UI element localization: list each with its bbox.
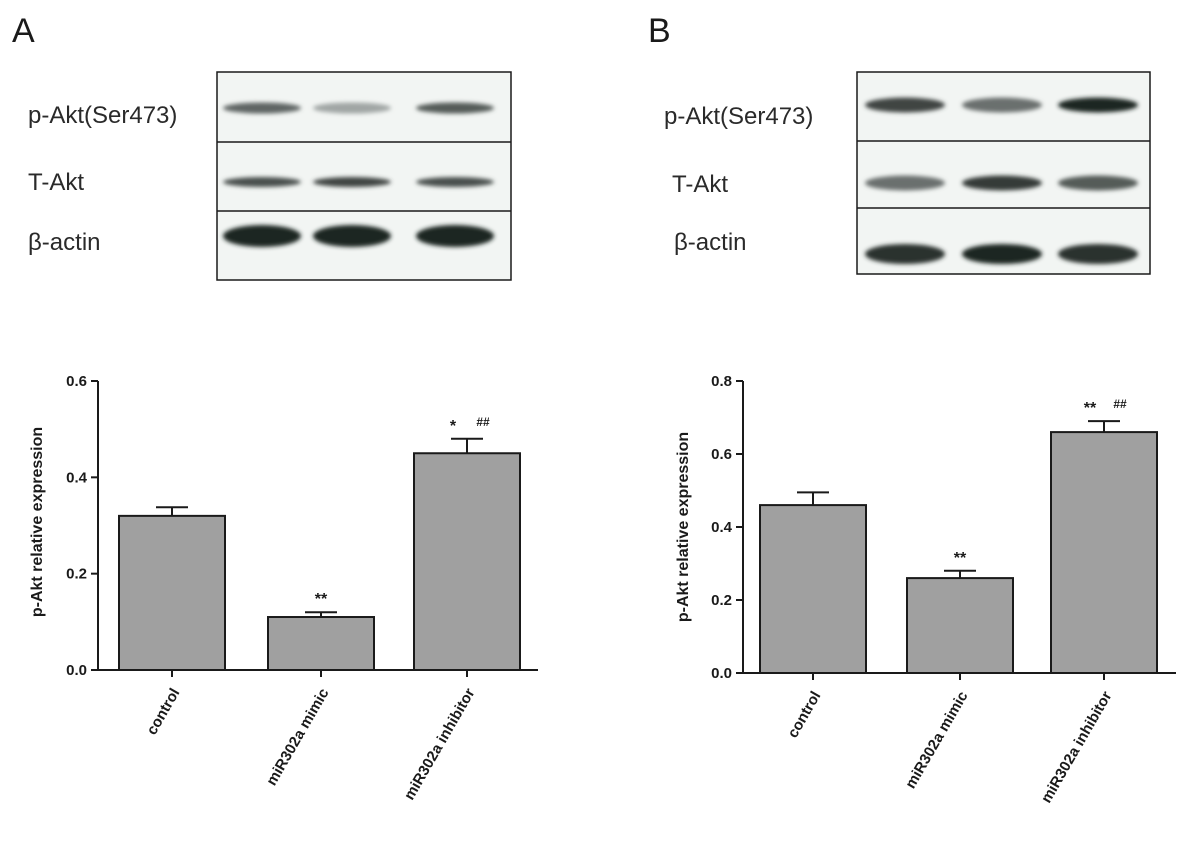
blot-band bbox=[1058, 175, 1138, 191]
y-tick-label: 0.0 bbox=[711, 665, 732, 682]
significance-hash: ## bbox=[1113, 397, 1127, 411]
panel-letter-b: B bbox=[648, 12, 671, 50]
y-tick-label: 0.8 bbox=[711, 373, 732, 390]
blot-band bbox=[865, 97, 945, 113]
blot-bands-b bbox=[865, 97, 1138, 264]
x-tick-label: miR302a mimic bbox=[902, 689, 971, 792]
blot-label-bactin: β-actin bbox=[28, 229, 101, 256]
x-tick-label: miR302a mimic bbox=[263, 686, 332, 789]
western-blot-a: p-Akt(Ser473) T-Akt β-actin bbox=[28, 71, 512, 281]
blot-band bbox=[416, 102, 494, 114]
bar bbox=[118, 514, 226, 671]
significance-stars: * bbox=[450, 418, 457, 435]
blot-band bbox=[962, 97, 1042, 113]
y-axis-label: p-Akt relative expression bbox=[29, 427, 46, 617]
y-axis-label: p-Akt relative expression bbox=[675, 432, 692, 622]
blot-bands-a bbox=[223, 102, 494, 247]
y-tick-label: 0.2 bbox=[66, 566, 87, 583]
blot-band bbox=[223, 102, 301, 114]
x-tick-label: miR302a inhibitor bbox=[1038, 688, 1116, 806]
blot-label-pakt: p-Akt(Ser473) bbox=[28, 102, 177, 129]
x-tick-label: control bbox=[143, 686, 183, 739]
bar bbox=[906, 577, 1014, 674]
x-tick-label: miR302a inhibitor bbox=[401, 685, 479, 803]
blot-label-bactin: β-actin bbox=[674, 229, 747, 256]
blot-band bbox=[1058, 244, 1138, 264]
significance-hash: ## bbox=[476, 415, 490, 429]
blot-band bbox=[865, 244, 945, 264]
blot-band bbox=[313, 225, 391, 247]
significance-stars: ** bbox=[954, 550, 967, 567]
blot-band bbox=[416, 177, 494, 187]
y-tick-label: 0.2 bbox=[711, 592, 732, 609]
y-tick-label: 0.6 bbox=[711, 446, 732, 463]
panel-letter-a: A bbox=[12, 12, 35, 50]
blot-band bbox=[223, 177, 301, 187]
bar bbox=[1050, 431, 1158, 674]
blot-band bbox=[1058, 97, 1138, 113]
x-tick-label: control bbox=[784, 689, 824, 742]
blot-band bbox=[313, 177, 391, 187]
blot-band bbox=[223, 225, 301, 247]
blot-band bbox=[313, 102, 391, 114]
bar-chart-b: p-Akt relative expression 0.0 0.2 0.4 0.6 0.… bbox=[675, 373, 1176, 806]
y-tick-label: 0.4 bbox=[711, 519, 733, 536]
blot-band bbox=[962, 244, 1042, 264]
blot-band bbox=[865, 175, 945, 191]
blot-label-pakt: p-Akt(Ser473) bbox=[664, 103, 813, 130]
significance-stars: ** bbox=[1084, 400, 1097, 417]
bar bbox=[413, 452, 521, 671]
blot-label-takt: T-Akt bbox=[672, 171, 728, 198]
y-tick-label: 0.0 bbox=[66, 662, 87, 679]
bar bbox=[759, 504, 867, 674]
y-tick-label: 0.6 bbox=[66, 373, 87, 390]
western-blot-b: p-Akt(Ser473) T-Akt β-actin bbox=[664, 71, 1151, 275]
blot-band bbox=[962, 175, 1042, 191]
bar-chart-a: p-Akt relative expression 0.0 0.2 0.4 0.6 co… bbox=[29, 373, 538, 803]
significance-stars: ** bbox=[315, 591, 328, 608]
bar bbox=[267, 616, 375, 671]
blot-label-takt: T-Akt bbox=[28, 169, 84, 196]
blot-band bbox=[416, 225, 494, 247]
y-tick-label: 0.4 bbox=[66, 469, 88, 486]
